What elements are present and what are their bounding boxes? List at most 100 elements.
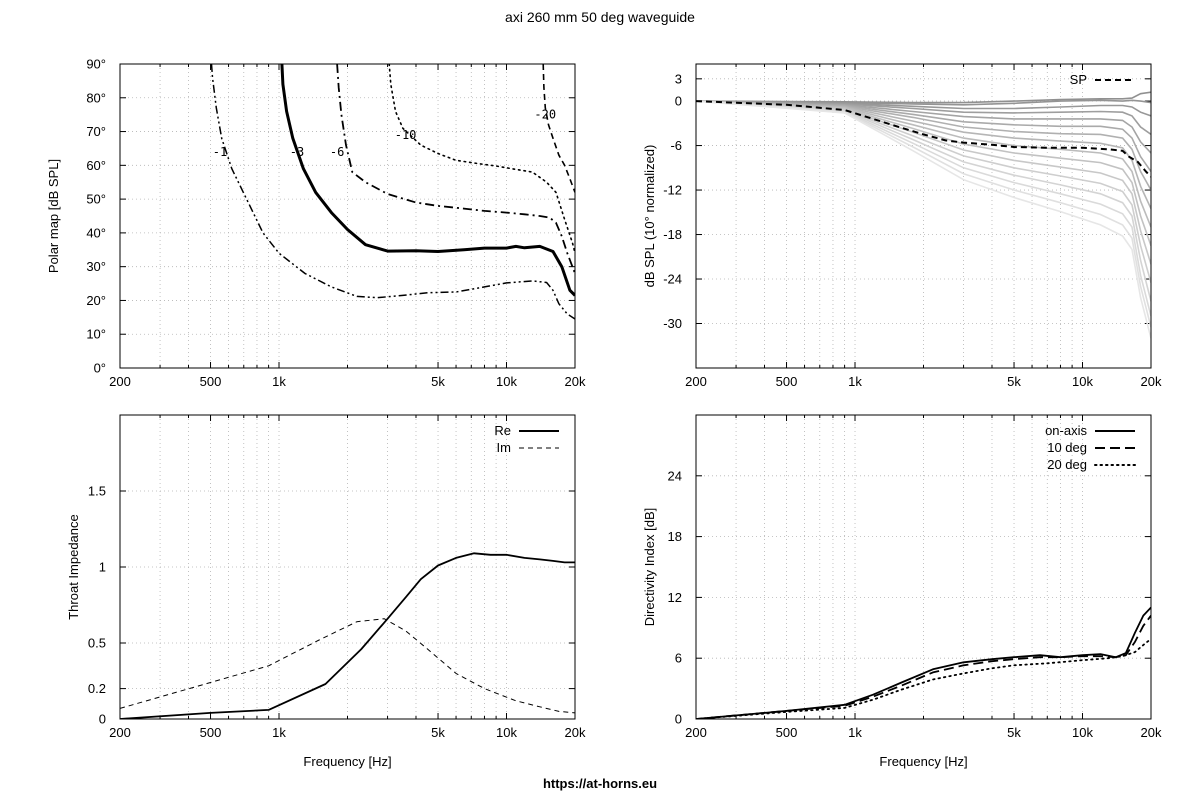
contour-label: -3 — [290, 145, 304, 159]
x-tick-label: 20k — [565, 374, 586, 389]
y-tick-label: 0.5 — [88, 636, 106, 651]
x-tick-label: 20k — [565, 725, 586, 740]
legend-label: 20 deg — [1047, 457, 1087, 472]
y-tick-label: 3 — [675, 71, 682, 86]
y-tick-label: 90° — [86, 57, 106, 72]
series-line-10-deg — [696, 615, 1151, 719]
x-tick-label: 20k — [1141, 725, 1162, 740]
curves — [696, 91, 1151, 339]
off-axis-curve — [696, 91, 1151, 104]
series-line-re — [120, 552, 575, 719]
x-tick-label: 500 — [200, 374, 222, 389]
x-tick-label: 500 — [776, 725, 798, 740]
y-tick-label: 0.2 — [88, 681, 106, 696]
x-axis-label: Frequency [Hz] — [303, 754, 391, 769]
chart-directivity-index: 200 500 1k 5k 10k 20k 0 6 12 18 24 Directivity Inde… — [642, 414, 1162, 769]
x-axis-label: Frequency [Hz] — [879, 754, 967, 769]
y-tick-label: 24 — [668, 468, 682, 483]
x-tick-label: 1k — [848, 725, 862, 740]
grid — [120, 64, 575, 368]
y-tick-label: 70° — [86, 124, 106, 139]
series-line-on-axis — [696, 606, 1151, 719]
y-tick-label: 50° — [86, 192, 106, 207]
grid — [696, 415, 1151, 719]
x-tick-label: 200 — [685, 374, 707, 389]
legend-label: Im — [497, 440, 511, 455]
y-tick-label: 0 — [675, 94, 682, 109]
legend: on-axis 10 deg 20 deg — [1045, 423, 1136, 472]
x-tick-label: 500 — [776, 374, 798, 389]
y-tick-label: -12 — [663, 183, 682, 198]
off-axis-curve — [696, 100, 1151, 172]
x-tick-label: 200 — [109, 725, 131, 740]
y-tick-label: 6 — [675, 651, 682, 666]
legend-label: on-axis — [1045, 423, 1087, 438]
contour-label: -20 — [534, 108, 556, 122]
x-tick-label: 10k — [496, 374, 517, 389]
y-axis-label: Polar map [dB SPL] — [46, 159, 61, 273]
series-line--10 — [388, 64, 575, 254]
y-axis-label: dB SPL (10° normalized) — [642, 145, 657, 288]
y-tick-label: -18 — [663, 227, 682, 242]
series-line--3 — [280, 64, 575, 297]
x-tick-label: 10k — [1072, 725, 1093, 740]
x-tick-label: 5k — [1007, 374, 1021, 389]
y-tick-label: -6 — [670, 138, 682, 153]
series-line-20-deg — [696, 638, 1151, 719]
y-axis-label: Directivity Index [dB] — [642, 508, 657, 627]
footer-url: https://at-horns.eu — [542, 776, 658, 791]
off-axis-curve — [696, 100, 1151, 228]
plot-frame — [695, 414, 1152, 720]
x-tick-label: 10k — [496, 725, 517, 740]
off-axis-curve — [696, 100, 1151, 154]
off-axis-curve — [696, 99, 1151, 106]
plot-frame — [119, 414, 576, 720]
curves — [696, 606, 1151, 719]
off-axis-curve — [696, 100, 1151, 117]
series-line-sp — [696, 100, 1151, 178]
y-tick-label: 0° — [94, 361, 106, 376]
y-tick-label: 10° — [86, 327, 106, 342]
y-tick-label: -24 — [663, 272, 682, 287]
x-tick-label: 5k — [431, 374, 445, 389]
legend-label: 10 deg — [1047, 440, 1087, 455]
legend-label: SP — [1070, 72, 1087, 87]
series-line-im — [120, 618, 575, 714]
x-tick-label: 20k — [1141, 374, 1162, 389]
contour-label: -10 — [395, 128, 417, 142]
legend: SP — [1070, 72, 1135, 87]
x-tick-label: 1k — [272, 725, 286, 740]
page-title: axi 260 mm 50 deg waveguide — [505, 9, 695, 25]
chart-throat-impedance: 200 500 1k 5k 10k 20k 0 0.2 0.5 1 1.5 Throat Impeda… — [66, 414, 586, 769]
off-axis-curve — [696, 100, 1151, 246]
chart-polar-map: 200 500 1k 5k 10k 20k 0° 10° 20° 30° 40° 50° 60° 70° 8… — [46, 57, 586, 390]
y-axis-label: Throat Impedance — [66, 514, 81, 620]
x-tick-label: 1k — [848, 374, 862, 389]
y-tick-label: 60° — [86, 158, 106, 173]
y-tick-label: 80° — [86, 90, 106, 105]
y-tick-label: 18 — [668, 529, 682, 544]
x-tick-label: 500 — [200, 725, 222, 740]
y-tick-label: 20° — [86, 293, 106, 308]
y-tick-label: 40° — [86, 225, 106, 240]
x-tick-label: 5k — [1007, 725, 1021, 740]
x-tick-label: 5k — [431, 725, 445, 740]
off-axis-curve — [696, 100, 1151, 302]
contour-label: -1 — [213, 145, 227, 159]
y-tick-label: 0 — [99, 712, 106, 727]
y-tick-label: 30° — [86, 259, 106, 274]
curves — [120, 552, 575, 719]
off-axis-curve — [696, 100, 1151, 283]
off-axis-curve — [696, 100, 1151, 328]
y-tick-label: 1.5 — [88, 484, 106, 499]
plot-frame — [695, 63, 1152, 369]
x-tick-label: 1k — [272, 374, 286, 389]
off-axis-curve — [696, 100, 1151, 191]
x-tick-label: 10k — [1072, 374, 1093, 389]
plot-frame — [119, 63, 576, 369]
legend: Re Im — [494, 423, 559, 455]
chart-normalized-spl: 200 500 1k 5k 10k 20k 3 0 -6 -12 -18 -24 -30 dB SPL (… — [642, 63, 1162, 389]
x-tick-label: 200 — [685, 725, 707, 740]
y-tick-label: 1 — [99, 560, 106, 575]
